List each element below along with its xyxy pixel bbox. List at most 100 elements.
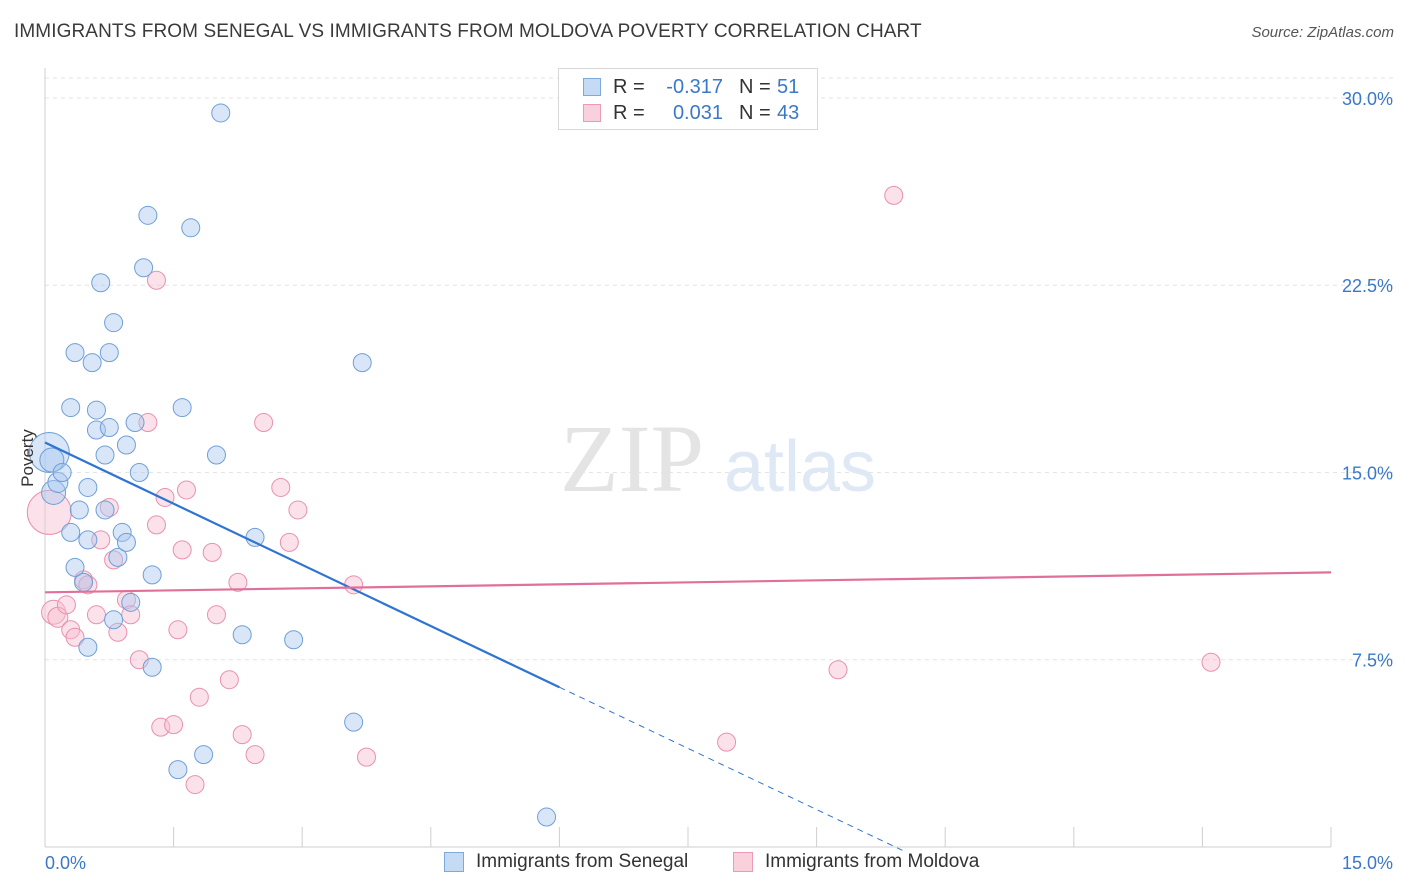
moldova-point [172,540,192,560]
senegal-point [86,400,106,420]
senegal-point [125,413,145,433]
legend-r-value: -0.317 [666,75,723,98]
moldova-point [164,715,184,735]
stats-legend: R = -0.317 N = 51 R = 0.031 N = 43 [558,68,818,130]
moldova-point [228,572,248,592]
moldova-point [271,477,291,497]
senegal-swatch [444,852,464,872]
legend-row-moldova: R = 0.031 N = 43 [583,100,799,126]
moldova-point [146,270,166,290]
moldova-point [279,532,299,552]
legend-n-value: 43 [777,101,800,124]
legend-row-senegal: R = -0.317 N = 51 [583,74,799,100]
moldova-point [288,500,308,520]
senegal-point [65,343,85,363]
senegal-point [116,532,136,552]
moldova-legend-label: Immigrants from Moldova [765,851,980,872]
senegal-trend-extension [559,686,903,851]
legend-n-label: N = [739,75,771,98]
bottom-legend-senegal: Immigrants from Senegal [444,851,688,873]
senegal-legend-label: Immigrants from Senegal [476,851,689,872]
senegal-point [245,527,265,547]
senegal-point [52,462,72,482]
watermark-zip: ZIP [560,405,704,512]
moldova-point [884,185,904,205]
moldova-point [26,489,72,535]
senegal-point [172,398,192,418]
senegal-point [129,462,149,482]
senegal-point [108,547,128,567]
watermark-atlas: atlas [724,427,876,507]
bottom-legend-moldova: Immigrants from Moldova [733,851,979,873]
senegal-point [95,445,115,465]
moldova-point [189,687,209,707]
x-tick-label: 15.0% [1342,853,1393,873]
senegal-point [61,398,81,418]
senegal-point [352,353,372,373]
legend-r-label: R = [613,75,645,98]
senegal-point [74,572,94,592]
y-tick-label: 7.5% [1352,651,1393,671]
moldova-point [202,542,222,562]
senegal-point [69,500,89,520]
senegal-point [99,418,119,438]
senegal-point [138,205,158,225]
senegal-point [116,435,136,455]
x-tick-label: 0.0% [45,853,86,873]
moldova-point [717,732,737,752]
senegal-point [537,807,557,827]
senegal-point [344,712,364,732]
senegal-point [65,557,85,577]
y-tick-label: 22.5% [1342,276,1393,296]
moldova-point [168,620,188,640]
senegal-point [168,760,188,780]
moldova-point [56,595,76,615]
senegal-point [41,479,67,505]
senegal-point [112,522,132,542]
moldova-point [65,627,85,647]
senegal-point [78,477,98,497]
senegal-point [211,103,231,123]
senegal-point [134,258,154,278]
senegal-point [104,610,124,630]
senegal-point [142,657,162,677]
moldova-swatch [733,852,753,872]
legend-n-value: 51 [777,75,800,98]
senegal-point [28,432,70,474]
senegal-point [181,218,201,238]
senegal-point [232,625,252,645]
y-axis-label: Poverty [18,429,37,487]
senegal-point [82,353,102,373]
moldova-point [357,747,376,767]
moldova-point [108,622,128,642]
senegal-point [284,630,304,650]
senegal-point [99,343,119,363]
moldova-point [176,480,196,500]
senegal-point [39,447,65,473]
senegal-point [121,592,141,612]
senegal-point [194,745,214,765]
senegal-point [78,530,98,550]
senegal-point [95,500,115,520]
legend-n-label: N = [739,101,771,124]
senegal-point [206,445,226,465]
senegal-point [78,637,98,657]
moldova-point [828,660,848,680]
senegal-trend-line [44,441,560,689]
senegal-point [104,313,124,333]
chart-title: IMMIGRANTS FROM SENEGAL VS IMMIGRANTS FR… [14,21,922,42]
source-label: Source: ZipAtlas.com [1251,24,1394,41]
legend-r-label: R = [613,101,645,124]
moldova-trend-line [44,571,1332,594]
moldova-point [254,413,274,433]
legend-r-value: 0.031 [672,101,723,124]
moldova-point [185,775,205,795]
moldova-point [146,515,166,535]
senegal-point [47,471,69,493]
senegal-point [91,273,111,293]
y-tick-label: 30.0% [1342,89,1393,109]
moldova-swatch [583,104,601,122]
senegal-point [61,522,81,542]
moldova-point [206,605,226,625]
